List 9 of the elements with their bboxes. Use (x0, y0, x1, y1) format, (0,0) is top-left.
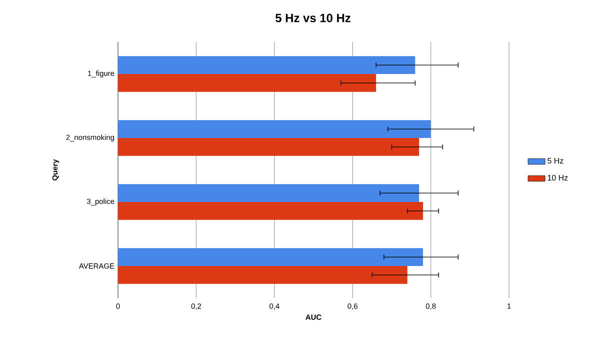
bar (118, 266, 408, 284)
bar (118, 184, 420, 202)
bar (118, 202, 423, 220)
bar (118, 138, 420, 156)
bar (118, 56, 416, 74)
bar (118, 120, 431, 138)
chart-title: 5 Hz vs 10 Hz (276, 14, 350, 22)
bar (118, 74, 376, 92)
bar (118, 248, 423, 266)
